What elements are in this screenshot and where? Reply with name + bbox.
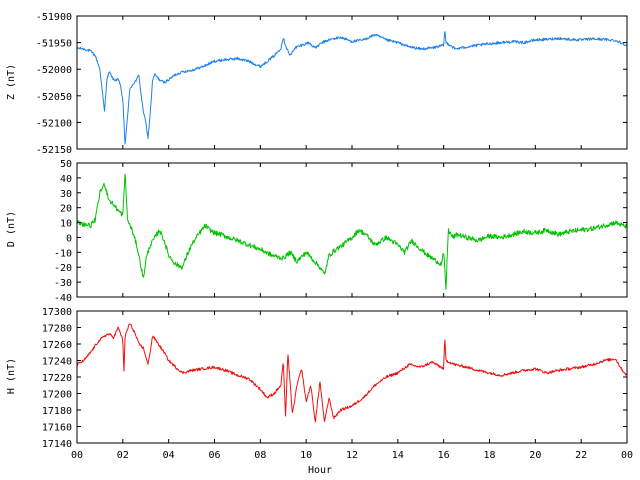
d-y-tick-label: 0	[66, 233, 72, 244]
x-tick-label: 04	[163, 450, 175, 461]
d-y-tick-label: 10	[60, 219, 72, 230]
d-y-tick-label: 30	[60, 189, 72, 200]
x-tick-label: 00	[621, 450, 633, 461]
x-axis-title: Hour	[308, 465, 332, 476]
z-y-tick-label: -52050	[36, 92, 72, 103]
d-y-tick-label: -10	[54, 248, 72, 259]
z-plot-frame	[76, 15, 628, 150]
x-tick-label: 06	[208, 450, 220, 461]
h-panel: 17300 17280 17260 17240 17220 17200 17180 17160…	[6, 307, 633, 461]
h-y-tick-label: 17240	[42, 357, 72, 368]
h-y-tick-label: 17160	[42, 423, 72, 434]
z-y-tick-label: -51950	[36, 39, 72, 50]
h-y-tick-label: 17180	[42, 406, 72, 417]
d-y-tick-label: 40	[60, 174, 72, 185]
x-tick-label: 14	[392, 450, 404, 461]
x-tick-label: 12	[346, 450, 358, 461]
x-tick-label: 10	[300, 450, 312, 461]
d-y-tick-label: 50	[60, 159, 72, 170]
d-y-tick-label: -30	[54, 278, 72, 289]
z-y-tick-label: -52100	[36, 118, 72, 129]
h-y-tick-label: 17280	[42, 324, 72, 335]
h-y-tick-label: 17300	[42, 307, 72, 318]
h-plot-frame	[76, 310, 628, 444]
z-y-tick-label: -52000	[36, 65, 72, 76]
d-y-tick-label: -20	[54, 263, 72, 274]
h-y-tick-label: 17260	[42, 340, 72, 351]
d-y-axis-title: D (nT)	[6, 211, 17, 247]
x-tick-label: 08	[254, 450, 266, 461]
z-y-tick-label: -52150	[36, 145, 72, 156]
h-y-tick-label: 17220	[42, 373, 72, 384]
z-panel: -51900 -51950 -52000 -52050 -52100 -52150 Z (n…	[6, 12, 628, 156]
x-tick-label: 00	[71, 450, 83, 461]
z-y-axis-title: Z (nT)	[6, 64, 17, 100]
z-y-tick-label: -51900	[36, 12, 72, 23]
h-series-line	[76, 323, 628, 423]
x-tick-label: 18	[483, 450, 495, 461]
d-panel: 50 40 30 20 10 0 -10 -20 -30 -40 D (nT)	[6, 159, 628, 304]
d-series-line	[76, 173, 628, 290]
h-y-tick-label: 17140	[42, 439, 72, 450]
h-y-axis-title: H (nT)	[6, 358, 17, 394]
x-tick-label: 16	[438, 450, 450, 461]
x-tick-label: 22	[575, 450, 587, 461]
x-tick-label: 20	[529, 450, 541, 461]
d-y-tick-label: 20	[60, 204, 72, 215]
d-y-tick-label: -40	[54, 293, 72, 304]
h-y-tick-label: 17200	[42, 390, 72, 401]
z-series-line	[76, 31, 628, 145]
x-tick-label: 02	[117, 450, 129, 461]
